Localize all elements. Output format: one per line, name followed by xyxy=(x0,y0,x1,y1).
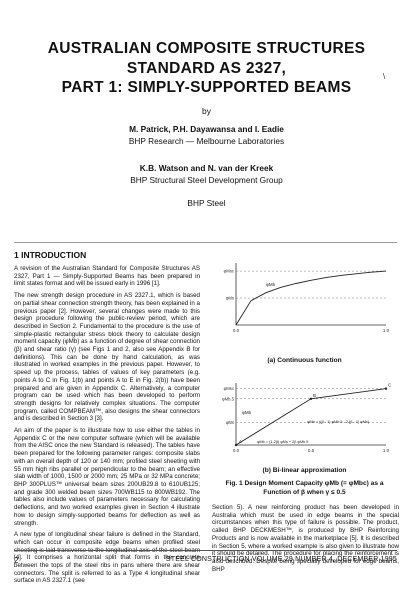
x-tick-label: 1.0 xyxy=(383,448,390,453)
title-line-2: STANDARD AS 2327, xyxy=(126,60,287,77)
figure-a-chart: 0.0 1.0 φMsc φMs φMb xyxy=(224,263,390,333)
authors-2: K.B. Watson and N. van der Kreek xyxy=(139,163,274,173)
affiliation-2: BHP Structural Steel Development Group xyxy=(130,175,283,185)
section-heading: 1 INTRODUCTION xyxy=(14,250,87,260)
corner-mark: \ xyxy=(383,72,386,81)
journal-footer: STEEL CONSTRUCTION VOLUME 29 NUMBER 4, D… xyxy=(165,556,397,563)
x-tick-label: 0.5 xyxy=(308,448,315,453)
point-label: C xyxy=(388,383,392,388)
title-line-1: AUSTRALIAN COMPOSITE STRUCTURES xyxy=(47,40,366,57)
data-point xyxy=(234,443,238,447)
y-tick-label: φMs xyxy=(226,420,234,425)
by-line: by xyxy=(202,106,211,116)
figure-caption-1: Fig. 1 Design Moment Capacity φMb (= φMb… xyxy=(225,480,384,487)
figure-caption-2: Function of β when γ ≤ 0.5 xyxy=(263,489,346,496)
authors-1: M. Patrick, P.H. Dayawansa and I. Eadie xyxy=(129,124,284,134)
paragraph: The new strength design procedure in AS … xyxy=(14,292,200,423)
page-number: 2 xyxy=(14,556,19,565)
series-line xyxy=(235,388,387,446)
figure-a-caption: (a) Continuous function xyxy=(267,357,342,364)
point-label: B xyxy=(313,393,316,398)
left-column: A revision of the Australian Standard fo… xyxy=(14,265,200,589)
y-tick-label: φMsc xyxy=(224,386,234,391)
data-point xyxy=(384,387,388,390)
series-label: φMb xyxy=(266,282,276,287)
affiliation-1: BHP Research — Melbourne Laboratories xyxy=(128,136,285,146)
figure-b-caption: (b) Bi-linear approximation xyxy=(262,467,347,474)
annotation: φMb = {(β - 1) φMb.5 - 2 (β - 1) φMs} xyxy=(307,420,370,424)
series-label: φMb xyxy=(242,410,252,415)
divider xyxy=(14,242,397,243)
x-tick-label: 0.0 xyxy=(233,448,240,453)
point-label: A xyxy=(239,439,242,444)
right-column-text: Section 5). A new reinforcing product ha… xyxy=(212,504,399,573)
title-line-3: PART 1: SIMPLY-SUPPORTED BEAMS xyxy=(61,79,352,96)
company: BHP Steel xyxy=(187,198,226,208)
paragraph: An aim of the paper is to illustrate how… xyxy=(14,427,200,527)
x-tick-label: 1.0 xyxy=(383,328,390,333)
y-tick-label: φMs xyxy=(226,296,234,301)
paragraph: A revision of the Australian Standard fo… xyxy=(14,265,200,288)
x-tick-label: 0.0 xyxy=(233,328,240,333)
annotation: φMb = (1-2β) φMs + 2β φMb.5 xyxy=(257,440,308,444)
series-line xyxy=(235,270,387,326)
data-point xyxy=(309,397,313,400)
y-tick-label: φMb.5 xyxy=(222,396,235,401)
footer-divider xyxy=(14,550,397,551)
y-tick-label: φMsc xyxy=(224,269,234,274)
